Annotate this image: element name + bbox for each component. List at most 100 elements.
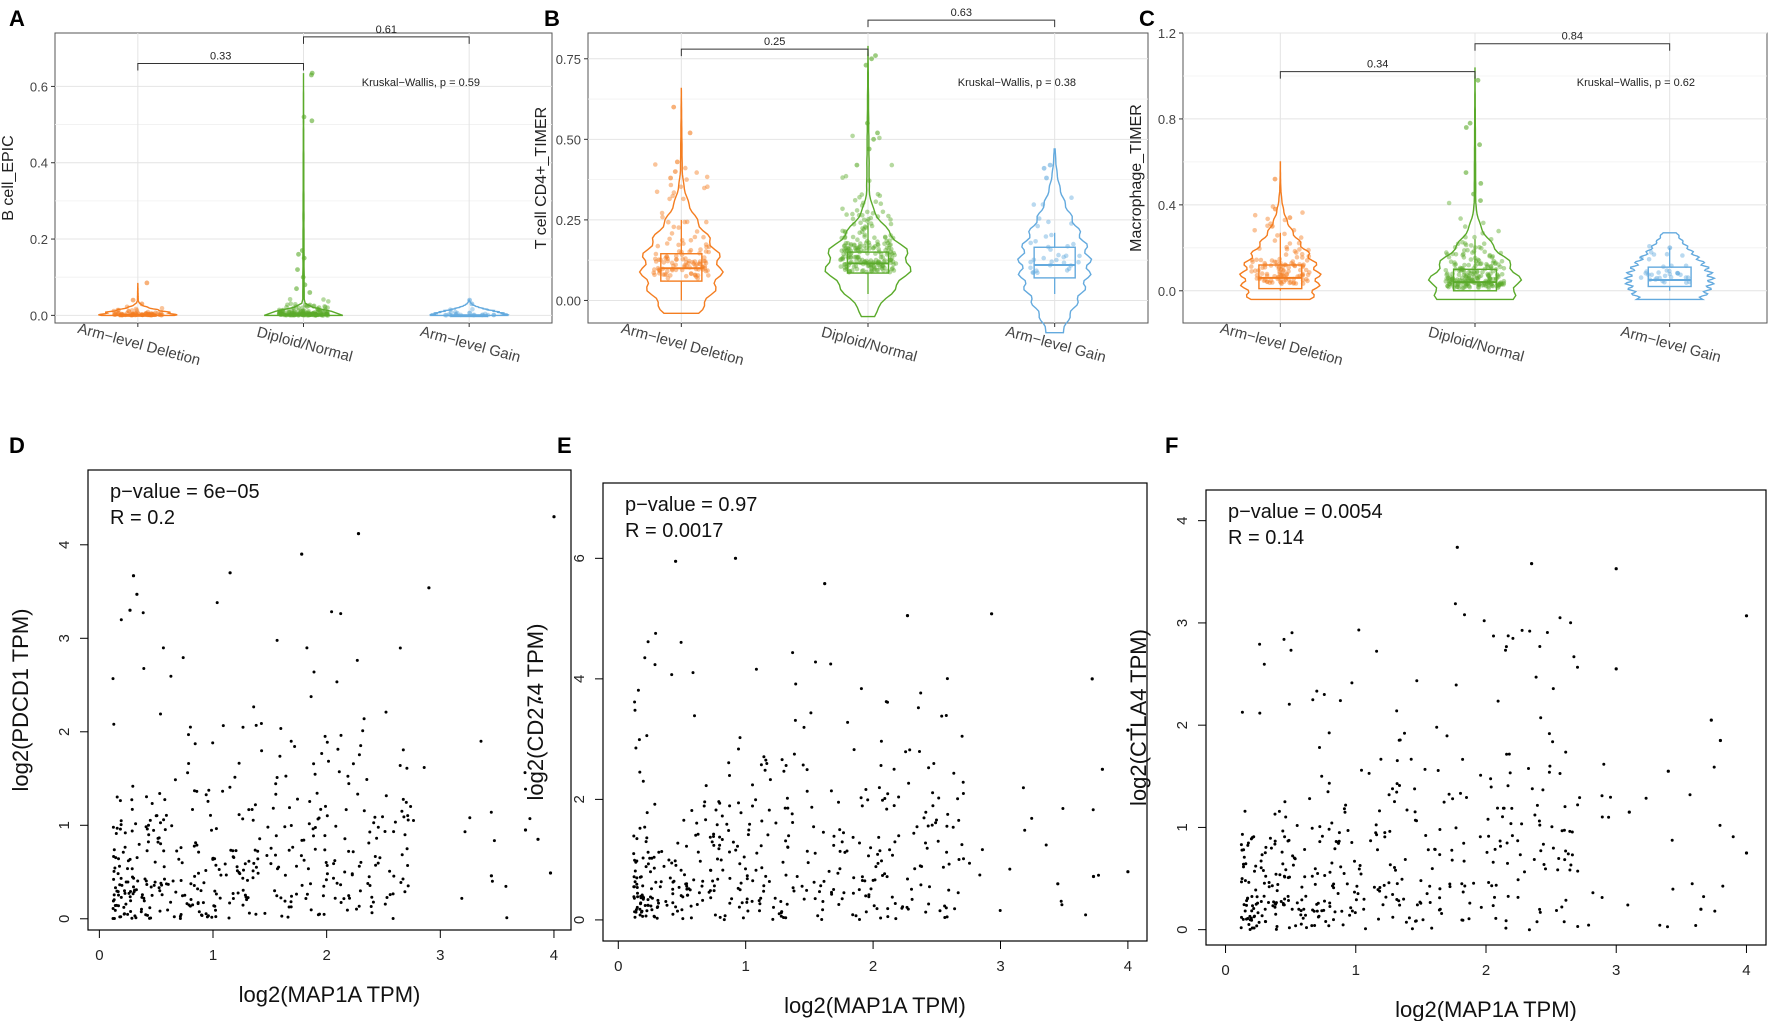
data-point [866, 146, 872, 152]
data-point [309, 695, 313, 699]
data-point [760, 819, 764, 823]
data-point [868, 258, 874, 263]
x-tick-label: 3 [996, 958, 1004, 975]
data-point [682, 263, 687, 268]
data-point [1284, 868, 1288, 872]
data-point [946, 812, 950, 816]
data-point [405, 766, 409, 770]
data-point [863, 879, 867, 883]
data-point [1468, 901, 1472, 905]
data-point [1463, 884, 1467, 888]
data-point [875, 907, 879, 911]
data-point [1247, 923, 1251, 926]
data-point [998, 909, 1002, 912]
data-point [1254, 888, 1258, 892]
data-point [241, 903, 245, 907]
data-point [113, 866, 117, 870]
data-point [224, 873, 228, 877]
data-point [1576, 803, 1580, 807]
data-point [1253, 869, 1256, 873]
data-point [1395, 882, 1399, 886]
data-point [1418, 900, 1422, 904]
data-point [862, 232, 867, 238]
data-point [1478, 835, 1482, 839]
data-point [280, 308, 285, 314]
data-point [1342, 807, 1346, 811]
data-point [705, 184, 710, 189]
data-point [123, 889, 126, 893]
data-point [1270, 884, 1274, 888]
data-point [1291, 227, 1297, 233]
data-point [1292, 248, 1298, 254]
y-tick-label: 2 [1174, 721, 1191, 729]
data-point [1468, 271, 1473, 276]
data-point [1313, 924, 1317, 927]
data-point [319, 807, 323, 811]
data-point [1446, 284, 1451, 290]
stat-text: R = 0.14 [1228, 527, 1304, 549]
data-point [860, 879, 864, 882]
data-point [880, 263, 885, 268]
y-tick-label: 0.50 [556, 132, 581, 147]
data-point [640, 893, 644, 897]
data-point [1656, 270, 1661, 275]
data-point [312, 834, 315, 838]
data-point [1268, 278, 1274, 283]
data-point [113, 312, 119, 317]
data-point [1358, 864, 1362, 867]
data-point [716, 857, 719, 861]
data-point [307, 302, 313, 308]
data-point [962, 857, 965, 861]
data-point [1303, 848, 1307, 851]
data-point [1476, 282, 1482, 287]
data-point [1471, 274, 1477, 280]
data-point [812, 880, 816, 884]
data-point [850, 133, 855, 139]
data-point [861, 243, 867, 249]
data-point [745, 877, 749, 881]
data-point [254, 912, 258, 916]
data-point [133, 306, 139, 312]
data-point [931, 791, 935, 795]
data-point [1448, 279, 1453, 285]
data-point [875, 242, 881, 248]
data-point [1295, 901, 1299, 905]
data-point [335, 680, 339, 684]
comparison-bracket [867, 19, 1056, 28]
data-point [857, 244, 863, 249]
data-point [670, 193, 675, 199]
data-point [1287, 215, 1293, 221]
data-point [406, 814, 410, 818]
data-point [805, 888, 809, 892]
data-point [334, 824, 338, 828]
data-point [1490, 283, 1496, 289]
data-point [1667, 268, 1672, 274]
data-point [692, 234, 698, 240]
data-point [1675, 271, 1681, 276]
data-point [880, 263, 885, 269]
data-point [1488, 264, 1494, 270]
data-point [210, 828, 213, 832]
data-point [784, 916, 788, 920]
data-point [1509, 822, 1513, 826]
data-point [490, 879, 494, 883]
data-point [144, 280, 150, 286]
data-point [1275, 233, 1280, 238]
data-point [1510, 834, 1514, 838]
data-point [119, 876, 123, 880]
data-point [689, 904, 693, 908]
data-point [854, 247, 859, 253]
data-point [671, 912, 675, 916]
data-point [1479, 261, 1484, 266]
data-point [112, 848, 116, 852]
violin-1 [1427, 67, 1523, 301]
data-point [1421, 918, 1425, 922]
data-point [1486, 817, 1490, 821]
data-point [231, 855, 235, 859]
data-point [795, 875, 799, 878]
data-point [327, 759, 330, 763]
data-point [840, 175, 845, 180]
data-point [1478, 273, 1484, 279]
data-point [358, 889, 362, 893]
data-point [112, 877, 116, 881]
